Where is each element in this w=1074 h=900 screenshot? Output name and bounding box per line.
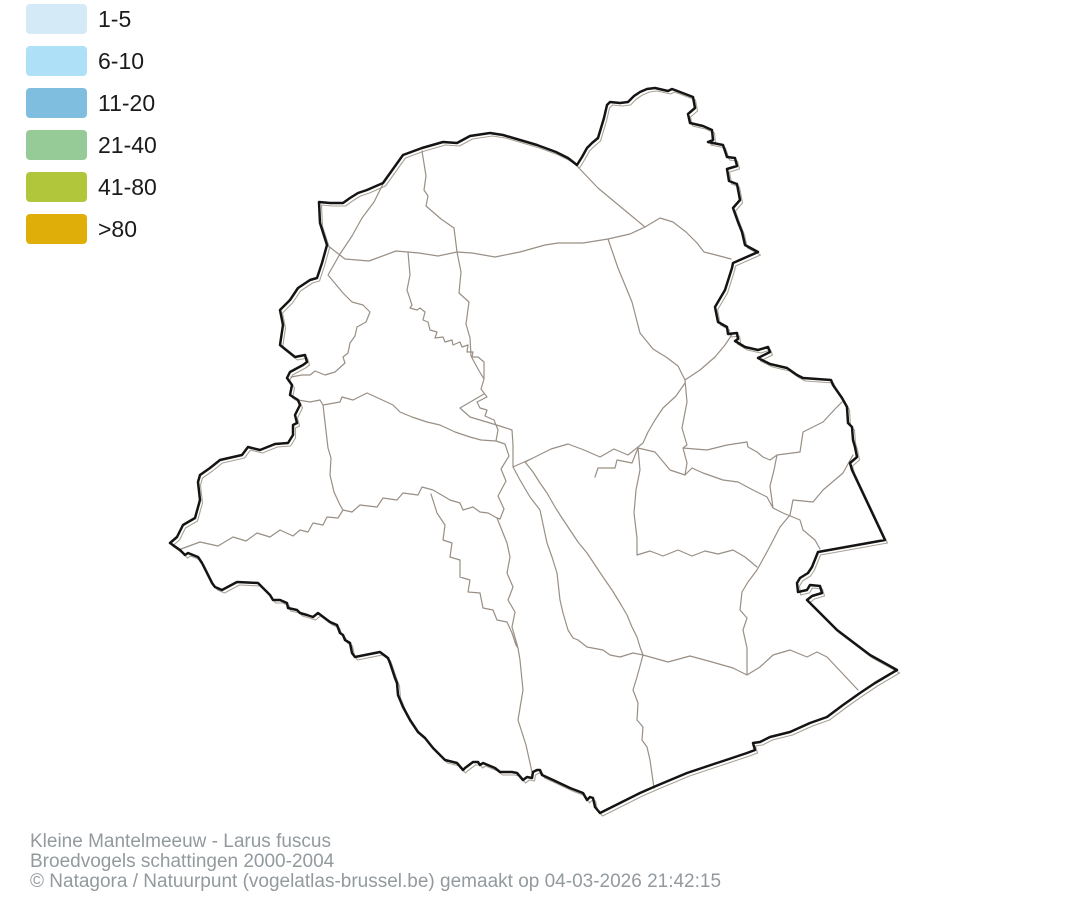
legend-label: 11-20 <box>98 90 156 116</box>
legend-row: 11-20 <box>26 88 157 118</box>
legend-swatch-80plus <box>26 214 87 244</box>
legend-label: 6-10 <box>98 48 145 74</box>
legend-swatch-41-80 <box>26 172 87 202</box>
legend-label: 41-80 <box>98 174 157 200</box>
legend-label: 21-40 <box>98 132 157 158</box>
legend-swatch-21-40 <box>26 130 87 160</box>
legend-row: 6-10 <box>26 46 157 76</box>
legend-row: 1-5 <box>26 4 157 34</box>
municipality-boundaries <box>180 150 859 789</box>
legend-label: >80 <box>98 216 138 242</box>
legend-swatch-6-10 <box>26 46 87 76</box>
region-outline <box>168 86 899 815</box>
caption-copyright: © Natagora / Natuurpunt (vogelatlas-brus… <box>30 871 722 892</box>
caption-survey: Broedvogels schattingen 2000-2004 <box>30 851 335 872</box>
caption-species: Kleine Mantelmeeuw - Larus fuscus <box>30 831 331 852</box>
legend-swatch-1-5 <box>26 4 87 34</box>
legend-row: 21-40 <box>26 130 157 160</box>
legend-row: >80 <box>26 214 157 244</box>
legend-row: 41-80 <box>26 172 157 202</box>
legend-label: 1-5 <box>98 6 132 32</box>
legend-swatch-11-20 <box>26 88 87 118</box>
legend: 1-5 6-10 11-20 21-40 41-80 >80 <box>26 4 157 244</box>
map-caption: Kleine Mantelmeeuw - Larus fuscus Broedv… <box>30 832 721 892</box>
